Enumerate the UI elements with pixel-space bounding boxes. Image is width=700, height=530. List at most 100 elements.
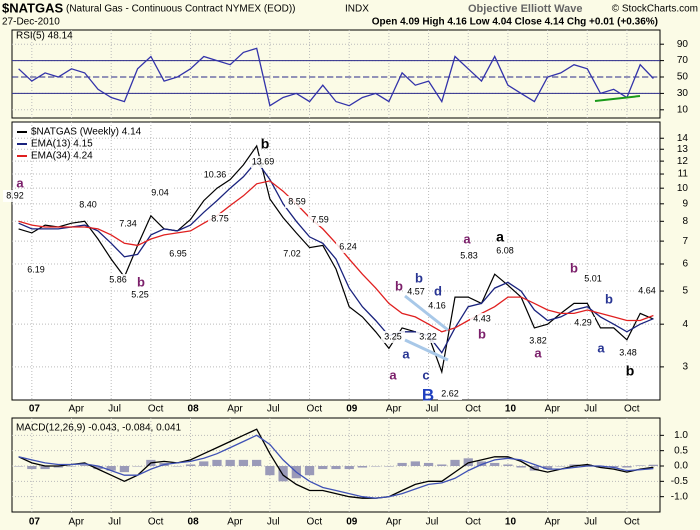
histogram-bar <box>635 465 645 466</box>
wave-label: a <box>402 346 410 361</box>
price-label-bg <box>493 245 517 257</box>
x-tick-label: Apr <box>227 517 243 528</box>
x-tick-label: Oct <box>148 404 164 415</box>
histogram-bar <box>622 466 632 468</box>
histogram-bar <box>423 462 434 466</box>
quote: Open 4.09 High 4.16 Low 4.04 Close 4.14 … <box>372 17 658 28</box>
y-tick-label: -0.5 <box>671 476 689 487</box>
price-label: 4.16 <box>428 300 446 310</box>
histogram-bar <box>463 458 473 466</box>
y-tick-label: 0.5 <box>674 445 688 456</box>
price-label-bg <box>285 196 309 208</box>
histogram-bar <box>437 464 447 466</box>
x-tick-label: Apr <box>69 404 85 415</box>
x-tick-label: Apr <box>386 404 402 415</box>
price-label-bg <box>76 199 100 211</box>
wave-label: b <box>415 270 423 285</box>
panel-title: RSI(5) 48.14 <box>16 31 73 42</box>
y-tick-label: 6 <box>682 259 688 270</box>
x-tick-label: Jul <box>267 404 280 415</box>
histogram-bar <box>199 461 209 466</box>
series-line <box>18 47 654 107</box>
histogram-bar <box>556 466 566 467</box>
wave-label: a <box>597 340 605 355</box>
y-tick-label: 7 <box>682 236 688 247</box>
price-label: 8.59 <box>288 196 306 206</box>
y-tick-label: 10 <box>677 183 689 194</box>
histogram-bar <box>516 466 526 468</box>
histogram-bar <box>119 466 130 473</box>
y-tick-label: 5 <box>682 286 688 297</box>
price-panel <box>11 121 661 401</box>
wave-label: a <box>463 231 471 246</box>
wave-label: b <box>605 291 613 306</box>
x-tick-label: Apr <box>386 517 402 528</box>
histogram-bar <box>648 464 659 466</box>
price-label: 6.24 <box>339 241 357 251</box>
x-tick-label: Oct <box>307 404 323 415</box>
x-tick-label: Jul <box>584 404 597 415</box>
x-tick-label: 10 <box>505 517 517 528</box>
price-label-bg <box>251 156 275 168</box>
price-label: 7.02 <box>283 248 301 258</box>
x-tick-label: Oct <box>148 517 164 528</box>
x-tick-label: Jul <box>584 517 597 528</box>
price-label: 6.19 <box>27 264 45 274</box>
price-label: 3.25 <box>384 331 402 341</box>
price-label-bg <box>336 241 360 253</box>
price-label: 10.36 <box>204 169 227 179</box>
wave-label: a <box>534 345 542 360</box>
histogram-bar <box>318 466 328 470</box>
channel-line <box>404 294 449 332</box>
price-label: 3.82 <box>529 335 547 345</box>
legend-label: EMA(13) 4.15 <box>31 139 93 150</box>
price-label-bg <box>635 285 659 297</box>
date: 27-Dec-2010 <box>2 17 60 28</box>
price-label-bg <box>106 274 130 286</box>
histogram-bar <box>225 459 235 466</box>
price-label: 5.83 <box>460 250 478 260</box>
price-label: 4.43 <box>473 313 491 323</box>
price-label: 5.01 <box>584 273 602 283</box>
price-label-bg <box>148 187 172 199</box>
price-label-bg <box>280 248 304 260</box>
price-label-bg <box>571 317 595 329</box>
price-label-bg <box>381 331 405 343</box>
copyright: © StockCharts.com <box>612 4 698 15</box>
y-tick-label: 8 <box>682 216 688 227</box>
wave-label: b <box>478 326 486 341</box>
y-tick-label: 14 <box>677 133 689 144</box>
series-line <box>18 428 654 499</box>
y-tick-label: 50 <box>677 72 689 83</box>
x-tick-label: Apr <box>69 517 85 528</box>
price-label-bg <box>128 289 152 301</box>
y-tick-label: 4 <box>682 319 688 330</box>
price-label: 8.75 <box>211 213 229 223</box>
histogram-bar <box>53 466 63 468</box>
histogram-bar <box>490 462 500 466</box>
price-label: 4.57 <box>407 286 425 296</box>
y-tick-label: 9 <box>682 198 688 209</box>
histogram-bar <box>397 462 407 466</box>
wave-label: b <box>137 274 145 289</box>
histogram-bar <box>238 459 249 466</box>
wave-label: b <box>395 278 403 293</box>
histogram-bar <box>410 461 420 466</box>
price-label: 8.40 <box>79 199 97 209</box>
histogram-bar <box>265 466 275 476</box>
price-label: 5.25 <box>131 289 149 299</box>
legend-label: EMA(34) 4.24 <box>31 151 93 162</box>
histogram-bar <box>609 466 619 468</box>
panel-title: MACD(12,26,9) -0.043, -0.084, 0.041 <box>16 423 182 434</box>
price-label: 7.34 <box>119 218 137 228</box>
x-tick-label: Apr <box>545 517 561 528</box>
wave-label: c <box>422 367 429 382</box>
price-label: 3.48 <box>619 347 637 357</box>
wave-label: a <box>16 175 24 190</box>
histogram-bar <box>304 466 315 476</box>
x-tick-label: Jul <box>426 404 439 415</box>
price-label-bg <box>425 300 449 312</box>
x-tick-label: Jul <box>108 517 121 528</box>
y-tick-label: 11 <box>678 169 689 180</box>
histogram-bar <box>212 459 222 466</box>
